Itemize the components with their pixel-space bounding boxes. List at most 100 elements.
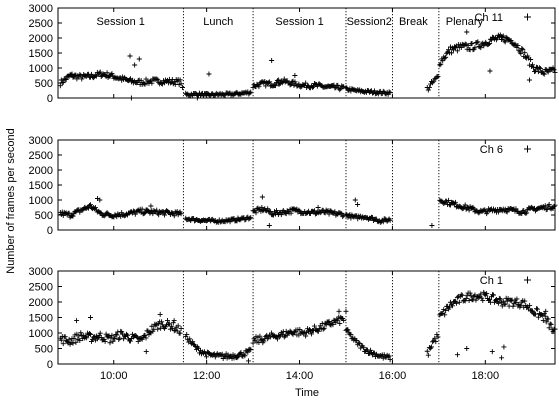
data-point (132, 62, 138, 68)
data-point (139, 336, 145, 342)
data-point (427, 345, 433, 351)
data-point (69, 71, 75, 77)
x-tick-label: 10:00 (100, 370, 128, 382)
data-point (247, 90, 253, 96)
data-point (437, 62, 443, 68)
data-point (227, 219, 233, 225)
data-point (510, 303, 516, 309)
data-point (432, 335, 438, 341)
data-point (501, 344, 507, 350)
data-point (87, 331, 93, 337)
data-point (84, 335, 90, 341)
data-point (89, 336, 95, 342)
data-point (486, 41, 492, 47)
data-point (110, 338, 116, 344)
data-point (514, 296, 520, 302)
y-tick-label: 2000 (29, 33, 53, 45)
data-point (171, 213, 177, 219)
data-point (88, 331, 94, 337)
legend-marker (524, 13, 531, 21)
session-label: Session 1 (97, 16, 145, 28)
data-point (541, 71, 547, 77)
data-point (66, 210, 72, 216)
data-point (315, 205, 321, 210)
data-point (276, 77, 282, 83)
data-point (454, 48, 460, 54)
data-point (524, 210, 530, 216)
data-point (371, 88, 377, 94)
y-tick-label: 3000 (29, 135, 53, 147)
data-point (257, 333, 263, 339)
data-point (179, 85, 185, 90)
data-point (464, 346, 470, 351)
data-point (109, 332, 115, 338)
data-point (276, 81, 282, 87)
data-point (426, 85, 432, 91)
data-point (159, 319, 165, 325)
data-point (473, 297, 479, 303)
data-point (475, 39, 481, 45)
y-tick-label: 1500 (29, 313, 53, 325)
data-point (248, 89, 254, 95)
data-point (62, 334, 68, 340)
data-point (97, 197, 103, 203)
data-point (522, 50, 528, 56)
data-point (128, 95, 134, 101)
data-point (203, 354, 209, 360)
data-point (73, 339, 79, 345)
data-point (248, 215, 254, 221)
data-point (148, 203, 154, 209)
data-point (88, 202, 94, 208)
data-point (526, 77, 532, 83)
data-point (530, 62, 536, 68)
data-point (278, 212, 284, 218)
legend-label: Ch 1 (480, 275, 503, 287)
data-point (178, 211, 184, 217)
data-point (537, 65, 543, 71)
legend-marker (524, 145, 531, 153)
data-point (124, 331, 130, 337)
data-point (480, 297, 486, 303)
data-point (330, 322, 336, 328)
x-tick-label: 18:00 (472, 370, 500, 382)
data-point (456, 299, 462, 305)
data-point (88, 315, 94, 320)
data-point (266, 223, 272, 228)
data-point (92, 205, 98, 211)
data-point (446, 47, 452, 53)
data-point (472, 45, 478, 51)
data-point (102, 338, 108, 344)
data-point (513, 206, 519, 212)
data-point (157, 311, 163, 317)
data-point (502, 301, 508, 307)
data-point (512, 41, 518, 47)
data-point (502, 39, 508, 45)
data-point (515, 42, 521, 48)
y-tick-label: 1000 (29, 63, 53, 75)
data-point (267, 79, 273, 85)
panel-2: 0 500 1000 1500 2000 2500 3000 Ch 6 (29, 135, 558, 237)
data-point (263, 83, 269, 89)
data-point (464, 292, 470, 298)
data-point (535, 314, 541, 320)
x-tick-label: 14:00 (286, 370, 314, 382)
data-point (245, 349, 251, 355)
data-point (476, 210, 482, 216)
panel-1: 0 500 1000 1500 2000 2500 3000 Session 1 Lunch Se… (29, 3, 558, 105)
data-point (92, 73, 98, 79)
data-point (519, 46, 525, 52)
data-point (499, 37, 505, 42)
data-point (112, 335, 118, 341)
series-points (57, 29, 558, 101)
data-point (508, 298, 514, 304)
data-point (355, 202, 361, 207)
data-point (250, 340, 256, 346)
data-point (469, 40, 475, 46)
data-point (435, 73, 441, 79)
data-point (279, 331, 285, 337)
data-point (90, 334, 96, 340)
data-point (547, 321, 553, 327)
data-point (97, 210, 103, 216)
data-point (459, 292, 465, 298)
y-tick-label: 1000 (29, 195, 53, 207)
